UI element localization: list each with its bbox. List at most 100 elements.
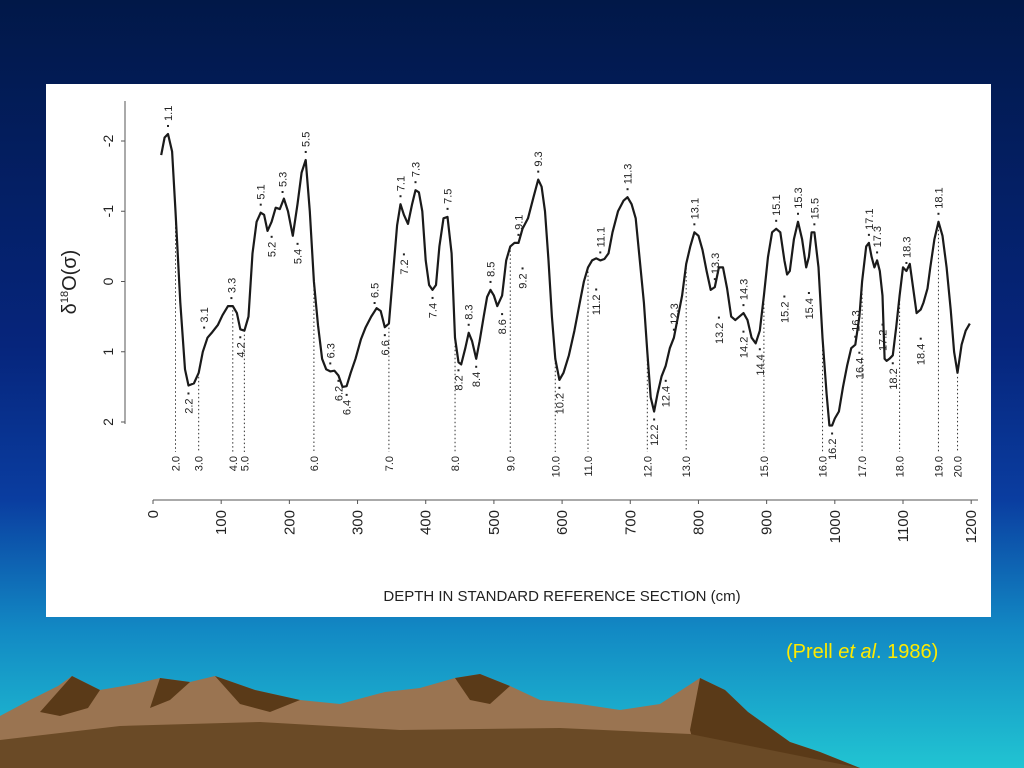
stage-peak-label: 12.3	[669, 303, 681, 324]
stage-boundary-label: 2.0	[171, 456, 183, 471]
stage-boundary-label: 19.0	[933, 456, 945, 477]
stage-peak-label: 3.3	[226, 278, 238, 293]
stage-trough-label: 16.4	[854, 358, 866, 379]
stage-trough-label: 18.2	[888, 368, 900, 389]
x-tick-label: 600	[554, 510, 571, 535]
stage-trough-label: 6.4	[342, 400, 354, 415]
y-axis-label: δ18O(σ)	[59, 250, 81, 315]
stage-peak-label: 6.3	[325, 343, 337, 358]
stage-boundary-label: 17.0	[857, 456, 869, 477]
stage-trough-label: 15.4	[804, 298, 816, 319]
isotope-curve	[160, 132, 971, 427]
citation-suffix: . 1986)	[876, 641, 939, 663]
mountain-shadow	[455, 674, 510, 704]
stage-trough-label: 13.2	[714, 323, 726, 344]
citation: (Prell et al. 1986)	[786, 641, 938, 664]
x-tick-label: 1100	[895, 510, 912, 542]
stage-trough-label: 9.2	[518, 273, 530, 288]
x-tick-label: 200	[281, 510, 298, 535]
stage-boundary-label: 4.0	[228, 456, 240, 471]
y-tick-label: -2	[100, 135, 116, 148]
stage-peak-label: 13.1	[689, 198, 701, 219]
stage-peak-label: 7.1	[396, 176, 408, 191]
x-tick-label: 1200	[963, 510, 980, 543]
citation-prefix: (Prell	[786, 641, 839, 663]
stage-boundary-label: 6.0	[309, 456, 321, 471]
y-tick-label: 0	[100, 277, 116, 285]
stage-boundary-label: 13.0	[681, 456, 693, 477]
stage-trough-label: 7.2	[399, 259, 411, 274]
stage-trough-label: 8.6	[497, 319, 509, 334]
citation-italic: et al	[838, 641, 877, 663]
stage-boundary-label: 12.0	[642, 456, 654, 477]
stage-peak-label: 15.3	[793, 187, 805, 208]
x-tick-label: 0	[145, 510, 162, 518]
stage-peak-label: 14.3	[738, 279, 750, 300]
stage-trough-label: 8.2	[453, 375, 465, 390]
stage-trough-label: 12.2	[649, 424, 661, 445]
stage-peak-label: 8.3	[464, 304, 476, 319]
stage-peak-label: 15.1	[771, 194, 783, 215]
stage-peak-label: 9.1	[513, 215, 525, 230]
x-tick-label: 900	[759, 510, 776, 535]
stage-trough-label: 6.6	[380, 340, 392, 355]
stage-trough-label: 5.4	[293, 249, 305, 264]
stage-trough-label: 15.2	[779, 302, 791, 323]
stage-peak-label: 1.1	[163, 106, 175, 121]
mountain-foreground	[0, 722, 860, 768]
stage-peak-label: 18.3	[901, 237, 913, 258]
stage-peak-label: 18.1	[933, 187, 945, 208]
stage-boundary-label: 5.0	[239, 456, 251, 471]
stage-trough-label: 12.4	[661, 386, 673, 407]
stage-peak-label: 15.5	[809, 198, 821, 219]
stage-boundary-label: 18.0	[895, 456, 907, 477]
stage-peak-label: 11.1	[595, 227, 607, 248]
stage-peak-label: 17.1	[864, 208, 876, 229]
stage-trough-label: 18.4	[916, 344, 928, 365]
stage-boundary-label: 20.0	[953, 456, 965, 477]
stage-peak-label: 17.3	[872, 226, 884, 247]
stage-peak-label: 16.3	[850, 310, 862, 331]
oxygen-isotope-chart: -2 -1 0 1 2 δ18O(σ) 0 100 200 300 400 500 600 700 800 9…	[59, 101, 980, 605]
x-tick-label: 800	[690, 510, 707, 535]
stage-peak-label: 9.3	[533, 151, 545, 166]
y-tick-label: -1	[100, 205, 116, 218]
stage-peak-label: 3.1	[199, 307, 211, 322]
x-tick-label: 400	[418, 510, 435, 535]
x-axis-label: DEPTH IN STANDARD REFERENCE SECTION (cm)	[383, 588, 740, 605]
stage-boundary-label: 7.0	[384, 456, 396, 471]
stage-peak-label: 13.3	[710, 253, 722, 274]
stage-trough-label: 7.4	[428, 303, 440, 318]
stage-trough-label: 14.4	[755, 354, 767, 375]
stage-boundary-label: 3.0	[194, 456, 206, 471]
stage-boundary-label: 9.0	[505, 456, 517, 471]
x-tick-label: 100	[213, 510, 230, 535]
stage-boundary-label: 8.0	[450, 456, 462, 471]
stage-peak-label: 5.3	[278, 172, 290, 187]
stage-trough-label: 8.4	[471, 372, 483, 387]
stage-trough-label: 10.2	[554, 393, 566, 414]
x-tick-label: 500	[486, 510, 503, 535]
x-tick-label: 700	[622, 510, 639, 535]
x-tick-label: 1000	[827, 510, 844, 543]
x-tick-label: 300	[350, 510, 367, 535]
stage-trough-label: 14.2	[738, 337, 750, 358]
stage-boundary-label: 10.0	[550, 456, 562, 477]
stage-trough-label: 11.2	[591, 295, 603, 316]
stage-trough-label: 16.2	[827, 439, 839, 460]
mountain-range-decoration	[0, 674, 860, 768]
stage-trough-label: 6.2	[333, 386, 345, 401]
mountain-shadow	[150, 678, 190, 708]
stage-trough-label: 2.2	[183, 398, 195, 413]
stage-peak-label: 7.3	[411, 162, 423, 177]
stage-peak-label: 5.1	[256, 184, 268, 199]
stage-boundary-label: 11.0	[583, 456, 595, 477]
stage-peak-label: 5.5	[301, 132, 313, 147]
stage-peak-label: 6.5	[370, 283, 382, 298]
mountain-shadow	[40, 676, 100, 716]
y-tick-label: 2	[100, 418, 116, 426]
mountain-shadow	[215, 676, 300, 712]
stage-peak-label: 7.5	[443, 189, 455, 204]
stage-trough-label: 4.2	[235, 342, 247, 357]
